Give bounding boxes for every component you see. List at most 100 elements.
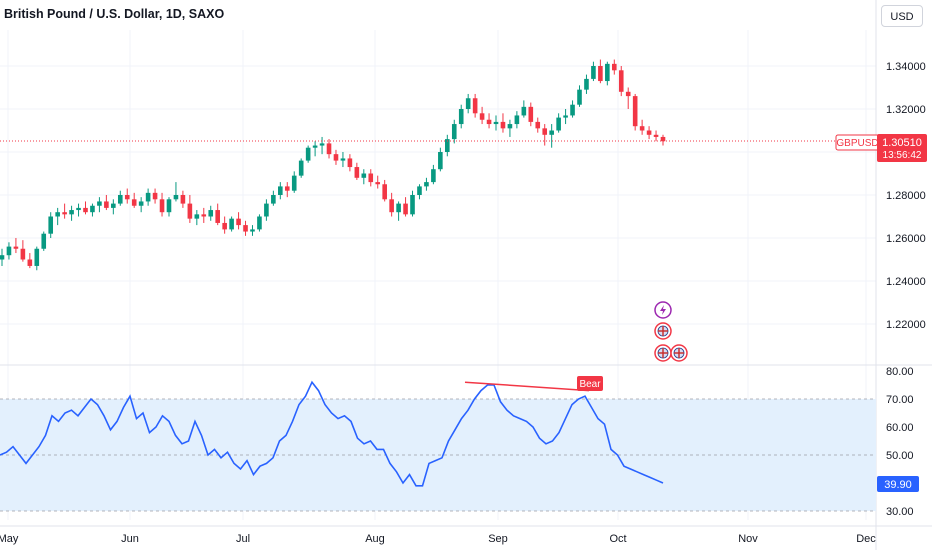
candle-body	[528, 106, 534, 122]
candle-body	[451, 124, 457, 140]
rsi-tag-text: 39.90	[884, 479, 912, 491]
candle-body	[194, 214, 200, 219]
candle-body	[577, 89, 582, 105]
currency-button[interactable]: USD	[881, 5, 923, 27]
candle-body	[166, 199, 172, 213]
candle-body	[117, 195, 123, 204]
candlestick-series	[0, 59, 876, 271]
candle-body	[486, 119, 492, 125]
month-label: Aug	[365, 533, 385, 545]
candle-body	[48, 216, 54, 234]
candle-body	[403, 203, 408, 215]
lightning-icon	[654, 301, 672, 319]
bear-label: Bear	[577, 376, 603, 391]
bear-label-bg	[577, 376, 603, 391]
candle-body	[611, 63, 617, 71]
candle-body	[584, 78, 589, 90]
candle-body	[236, 218, 241, 226]
candle-body	[535, 121, 541, 129]
candle-body	[605, 63, 610, 82]
candle-body	[62, 212, 67, 215]
rsi-tick-label: 80.00	[886, 366, 914, 378]
candle-body	[500, 121, 506, 129]
candle-body	[278, 186, 283, 195]
candle-body	[472, 98, 478, 114]
candle-body	[250, 229, 255, 232]
rsi-tick-label: 60.00	[886, 422, 914, 434]
candle-body	[340, 158, 346, 161]
candle-body	[55, 212, 60, 217]
candle-body	[591, 66, 596, 79]
month-label: Jul	[236, 533, 250, 545]
candle-body	[361, 173, 367, 178]
candle-body	[0, 255, 5, 260]
candle-body	[549, 130, 554, 135]
candle-body	[305, 147, 311, 161]
symbol-tag-text: GBPUSD	[836, 138, 878, 149]
candle-body	[83, 207, 88, 213]
candle-body	[382, 184, 387, 200]
candle-body	[417, 186, 422, 195]
price-tick-label: 1.26000	[886, 233, 926, 245]
month-label: Dec	[856, 533, 876, 545]
candle-body	[375, 182, 381, 185]
candle-body	[326, 143, 332, 155]
price-tick-label: 1.28000	[886, 190, 926, 202]
candle-body	[479, 113, 485, 120]
rsi-band	[0, 398, 876, 512]
lightning-glyph	[660, 305, 666, 315]
bear-label-text: Bear	[579, 379, 601, 390]
candle-body	[653, 134, 659, 137]
candle-body	[368, 173, 374, 183]
candle-body	[556, 117, 561, 131]
candle-body	[298, 160, 304, 176]
candle-body	[173, 195, 179, 200]
candle-body	[201, 214, 207, 217]
candle-body	[90, 205, 95, 213]
candle-body	[159, 199, 165, 213]
candle-body	[542, 128, 548, 135]
chart-title: British Pound / U.S. Dollar, 1D, SAXO	[4, 7, 225, 21]
candle-body	[264, 203, 269, 217]
candle-body	[424, 182, 429, 187]
candle-body	[97, 201, 102, 206]
candle-body	[639, 126, 645, 131]
rsi-tag-bg	[877, 476, 919, 492]
candle-body	[354, 167, 360, 178]
axis-labels: 1.340001.320001.300001.280001.260001.240…	[0, 61, 926, 545]
candle-body	[625, 91, 631, 97]
candle-body	[514, 115, 520, 125]
countdown-text: 13:56:42	[883, 150, 922, 161]
candle-body	[458, 109, 464, 125]
candle-body	[396, 203, 401, 213]
candle-body	[13, 246, 19, 249]
candle-body	[312, 145, 318, 148]
candle-body	[152, 192, 158, 200]
candle-body	[208, 210, 214, 217]
candle-body	[333, 154, 339, 161]
price-tick-label: 1.34000	[886, 61, 926, 73]
candle-body	[76, 207, 81, 211]
candle-body	[493, 121, 499, 125]
month-label: May	[0, 533, 19, 545]
candle-body	[104, 201, 109, 208]
candle-body	[618, 70, 624, 92]
candle-body	[521, 106, 527, 116]
candle-body	[243, 225, 248, 232]
rsi-line	[0, 380, 664, 487]
price-tick-label: 1.32000	[886, 104, 926, 116]
candle-body	[570, 104, 575, 116]
rsi-tick-label: 70.00	[886, 394, 914, 406]
month-label: Sep	[488, 533, 508, 545]
candle-body	[598, 66, 603, 82]
month-label: Nov	[738, 533, 758, 545]
candle-body	[187, 203, 193, 219]
candle-body	[145, 192, 151, 202]
rsi-tick-label: 30.00	[886, 506, 914, 518]
candle-body	[438, 152, 443, 170]
candle-body	[180, 195, 186, 204]
candle-body	[563, 115, 568, 118]
